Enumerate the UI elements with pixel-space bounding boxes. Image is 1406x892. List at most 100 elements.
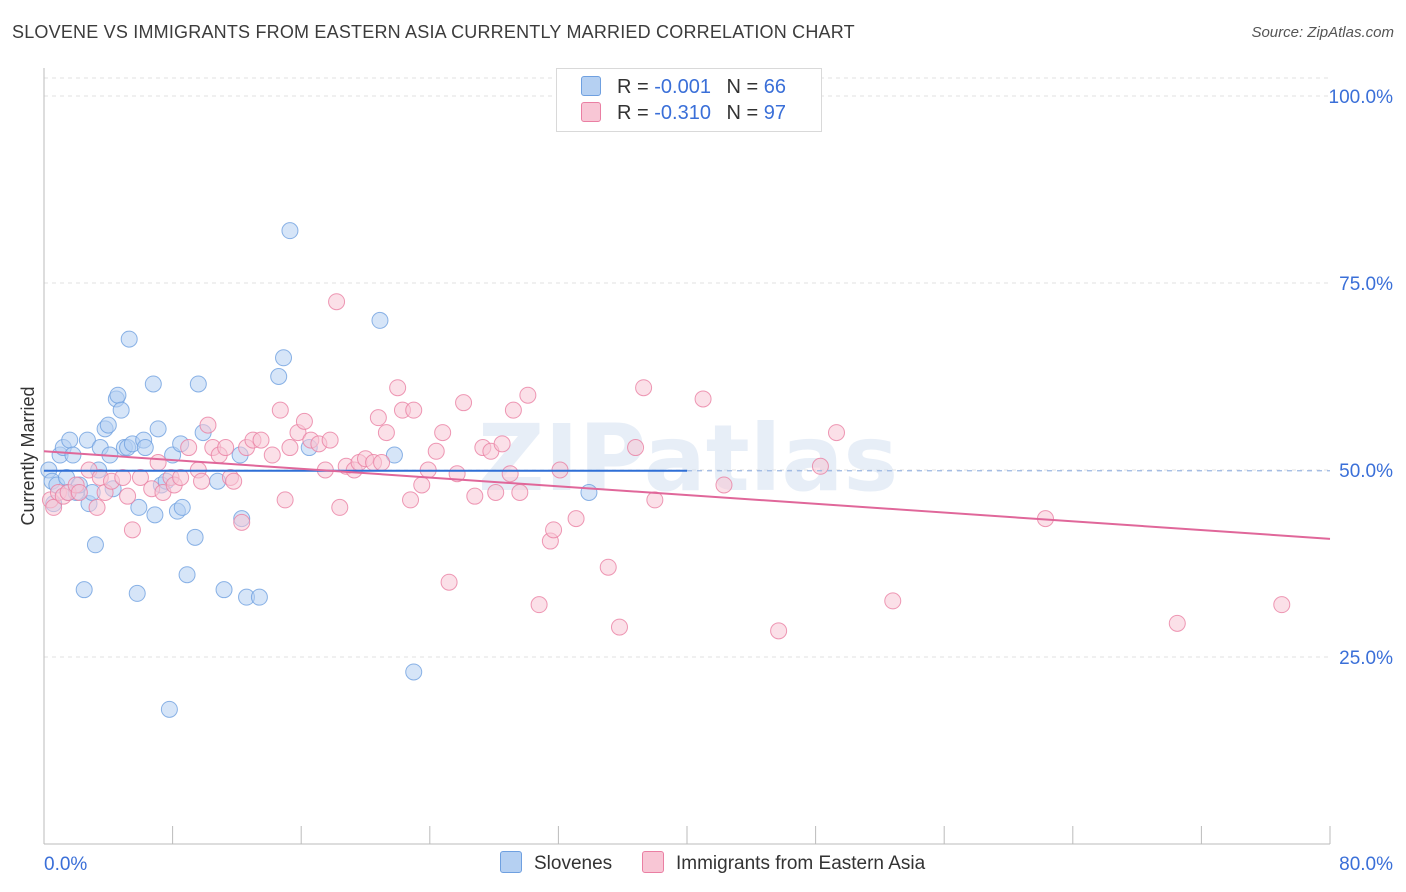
slovenes-point	[136, 439, 154, 457]
y-tick-label: 100.0%	[1329, 87, 1394, 108]
source-label: Source: ZipAtlas.com	[1251, 24, 1394, 41]
immigrants-point	[263, 446, 281, 464]
slovenes-point	[146, 506, 164, 524]
immigrants-point	[225, 472, 243, 490]
immigrants-point	[627, 439, 645, 457]
legend-n-label: N =	[726, 102, 759, 124]
y-tick-label: 50.0%	[1339, 461, 1393, 482]
immigrants-point	[123, 521, 141, 539]
legend-label: Slovenes	[534, 853, 613, 874]
immigrants-point	[193, 472, 211, 490]
slovenes-point	[281, 222, 299, 240]
legend-item-immigrants: Immigrants from Eastern Asia	[642, 851, 925, 875]
immigrants-point	[114, 468, 132, 486]
slovenes-point	[78, 431, 96, 449]
immigrants-point	[811, 457, 829, 475]
legend-n-label: N =	[726, 76, 759, 98]
immigrants-point	[199, 416, 217, 434]
immigrants-point	[402, 491, 420, 509]
immigrants-point	[493, 435, 511, 453]
immigrants-point	[321, 431, 339, 449]
immigrants-point	[827, 424, 845, 442]
legend-row-slovenes: R = -0.001 N = 66	[581, 76, 786, 99]
immigrants-point	[131, 468, 149, 486]
immigrants-point	[377, 424, 395, 442]
slovenes-point	[144, 375, 162, 393]
slovenes-point	[61, 431, 79, 449]
x-tick-label: 80.0%	[1339, 854, 1393, 875]
slovenes-point	[112, 401, 130, 419]
immigrants-point	[172, 468, 190, 486]
slovenes-point	[160, 700, 178, 718]
slovenes-point	[405, 663, 423, 681]
immigrants-point	[545, 521, 563, 539]
immigrants-point	[448, 465, 466, 483]
y-tick-label: 25.0%	[1339, 648, 1393, 669]
immigrants-point	[884, 592, 902, 610]
immigrants-point	[610, 618, 628, 636]
immigrants-point	[715, 476, 733, 494]
slovenes-point	[270, 368, 288, 385]
stats-legend: R = -0.001 N = 66 R = -0.310 N = 97	[556, 68, 822, 132]
immigrants-point	[405, 401, 423, 419]
immigrants-point	[180, 439, 198, 457]
immigrants-point	[501, 465, 519, 483]
slovenes-point	[275, 349, 293, 367]
immigrants-point	[504, 401, 522, 419]
slovenes-point	[64, 446, 82, 464]
y-axis-label: Currently Married	[18, 386, 38, 525]
legend-r-label: R =	[617, 102, 649, 124]
immigrants-point	[635, 379, 653, 397]
immigrants-point	[88, 498, 106, 516]
immigrants-point	[1168, 614, 1186, 632]
legend-r-label: R =	[617, 76, 649, 98]
slovenes-point	[385, 446, 403, 464]
slovenes-point	[580, 483, 598, 501]
immigrants-point	[149, 454, 167, 472]
immigrants-point	[119, 487, 137, 505]
legend-swatch-slovenes	[500, 851, 522, 873]
legend-r-value: -0.001	[654, 76, 711, 98]
immigrants-point	[70, 483, 88, 501]
slovenes-point	[186, 528, 204, 546]
immigrants-point	[1273, 596, 1291, 614]
legend-label: Immigrants from Eastern Asia	[676, 853, 926, 874]
immigrants-point	[511, 483, 529, 501]
immigrants-point	[466, 487, 484, 505]
immigrants-point	[434, 424, 452, 442]
immigrants-point	[295, 412, 313, 430]
immigrants-point	[369, 409, 387, 427]
immigrants-point	[276, 491, 294, 509]
immigrants-point	[770, 622, 788, 640]
legend-swatch-slovenes	[581, 76, 601, 96]
immigrants-point	[252, 431, 270, 449]
slovenes-point	[120, 330, 138, 348]
slovenes-point	[149, 420, 167, 438]
slovenes-point	[109, 386, 127, 404]
immigrants-point	[519, 386, 537, 404]
immigrants-point	[271, 401, 289, 419]
chart-title: SLOVENE VS IMMIGRANTS FROM EASTERN ASIA …	[12, 22, 855, 42]
immigrants-point	[373, 454, 391, 472]
immigrants-point	[694, 390, 712, 408]
slovenes-point	[128, 584, 146, 602]
immigrants-point	[567, 510, 585, 528]
immigrants-point	[331, 498, 349, 516]
immigrants-point	[413, 476, 431, 494]
immigrants-point	[440, 573, 458, 591]
immigrants-point	[328, 293, 346, 311]
slovenes-point	[215, 581, 233, 599]
x-tick-label: 0.0%	[44, 854, 87, 875]
immigrants-trendline	[43, 450, 1331, 540]
slovenes-point	[99, 416, 117, 434]
immigrants-point	[646, 491, 664, 509]
immigrants-point	[233, 513, 251, 531]
slovenes-point	[173, 498, 191, 516]
immigrants-point	[487, 483, 505, 501]
slovenes-point	[86, 536, 104, 554]
legend-row-immigrants: R = -0.310 N = 97	[581, 102, 786, 125]
legend-swatch-immigrants	[642, 851, 664, 873]
slovenes-point	[130, 498, 148, 516]
slovenes-point	[178, 566, 196, 584]
